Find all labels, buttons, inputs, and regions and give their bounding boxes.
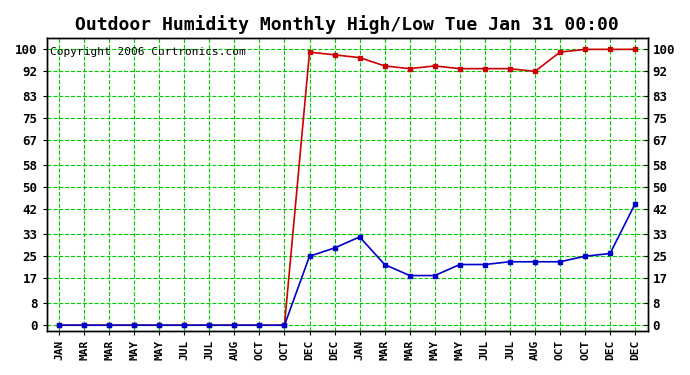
- Text: Copyright 2006 Curtronics.com: Copyright 2006 Curtronics.com: [50, 47, 245, 57]
- Title: Outdoor Humidity Monthly High/Low Tue Jan 31 00:00: Outdoor Humidity Monthly High/Low Tue Ja…: [75, 15, 619, 34]
